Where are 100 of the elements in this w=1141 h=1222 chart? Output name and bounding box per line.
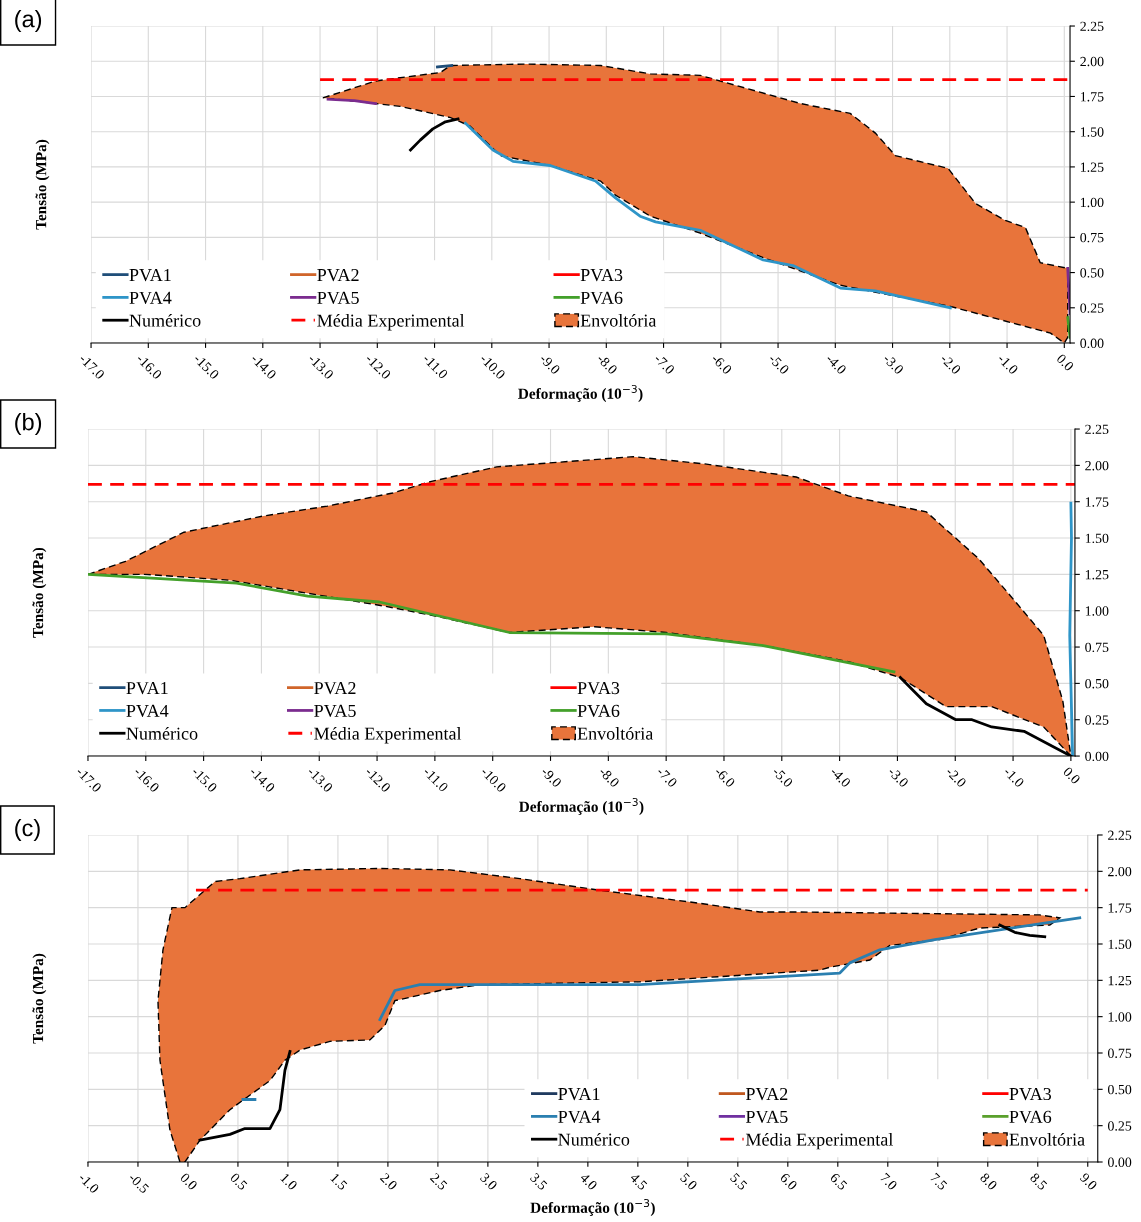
x-tick-label: -2.0 (945, 766, 967, 788)
x-tick-label: -9.0 (539, 353, 561, 375)
y-tick-label: 0.25 (1108, 1121, 1132, 1131)
x-tick-label: -15.0 (191, 766, 218, 793)
legend-label: PVA3 (1009, 1087, 1052, 1101)
x-tick-label: 4.0 (579, 1172, 598, 1191)
legend-label: PVA1 (558, 1087, 600, 1101)
y-tick-label: 1.00 (1108, 1012, 1132, 1022)
x-tick-label: -6.0 (714, 766, 736, 788)
y-tick-label: 1.50 (1085, 533, 1109, 544)
legend-label: PVA6 (577, 704, 620, 718)
x-tick-label: -3.0 (887, 766, 909, 788)
y-tick-label: 0.50 (1085, 678, 1109, 689)
x-tick-label: 1.5 (330, 1172, 348, 1191)
x-tick-label: 0.0 (1056, 353, 1075, 372)
legend-label: PVA5 (317, 291, 359, 304)
x-tick-label: 6.0 (779, 1172, 798, 1191)
x-tick-label: -11.0 (422, 766, 449, 793)
x-tick-label: -1.0 (997, 353, 1019, 375)
chart-title: (a) (15, 10, 42, 33)
x-axis-title: Deformação (10$^{−3}$) (518, 384, 643, 402)
y-axis-title: Tensão (MPa) (35, 139, 50, 230)
y-tick-label: 2.00 (1080, 56, 1104, 67)
x-tick-label: -8.0 (596, 353, 618, 375)
y-tick-label: 1.25 (1108, 975, 1132, 986)
x-tick-label: -5.0 (768, 353, 790, 375)
y-tick-label: 1.00 (1080, 197, 1104, 208)
x-tick-label: -7.0 (656, 766, 678, 788)
x-tick-label: -10.0 (480, 766, 507, 793)
legend-label: PVA2 (317, 268, 359, 282)
y-tick-label: 0.50 (1108, 1084, 1132, 1095)
y-tick-label: 2.25 (1085, 424, 1109, 435)
x-tick-label: 0.0 (1062, 766, 1081, 785)
x-tick-label: 5.5 (729, 1172, 748, 1191)
x-tick-label: 4.5 (629, 1172, 648, 1191)
legend-label: PVA2 (314, 682, 356, 695)
x-tick-label: -6.0 (710, 353, 733, 375)
chart-title: (b) (15, 413, 42, 436)
legend-label: PVA5 (745, 1110, 788, 1123)
legend-label: PVA2 (745, 1087, 788, 1101)
x-tick-label: 2.5 (429, 1172, 448, 1191)
legend-label: PVA4 (126, 704, 169, 718)
x-tick-label: 8.5 (1029, 1172, 1048, 1191)
x-tick-label: -11.0 (422, 353, 449, 380)
x-tick-label: -4.0 (825, 353, 847, 375)
y-tick-label: 1.50 (1108, 939, 1132, 950)
y-tick-label: 1.25 (1080, 162, 1104, 172)
legend-label: Numérico (126, 727, 198, 740)
x-tick-label: 6.5 (829, 1172, 848, 1191)
x-tick-label: -7.0 (653, 353, 676, 375)
x-tick-label: -1.0 (78, 1172, 100, 1194)
x-tick-label: 2.0 (379, 1172, 398, 1191)
x-tick-label: -12.0 (364, 353, 392, 380)
y-axis-title: Tensão (MPa) (32, 547, 47, 638)
legend-label: PVA3 (580, 268, 623, 282)
x-tick-label: 7.5 (929, 1172, 948, 1191)
y-tick-label: 2.25 (1108, 830, 1132, 841)
legend-label: PVA6 (1009, 1110, 1052, 1123)
y-tick-label: 0.75 (1085, 642, 1109, 653)
x-tick-label: -16.0 (133, 766, 160, 793)
legend-label: PVA6 (580, 291, 623, 304)
legend-label: PVA1 (126, 682, 168, 695)
x-tick-label: 3.5 (529, 1172, 548, 1191)
x-tick-label: -5.0 (771, 766, 794, 788)
y-tick-label: 0.00 (1108, 1157, 1132, 1168)
x-tick-label: 3.0 (479, 1172, 498, 1191)
y-tick-label: 0.25 (1080, 303, 1104, 313)
x-tick-label: 0.0 (179, 1172, 198, 1191)
x-tick-label: -13.0 (307, 353, 335, 380)
y-tick-label: 1.75 (1108, 903, 1132, 913)
legend-label: PVA3 (577, 682, 620, 695)
x-tick-label: 0.5 (229, 1172, 248, 1191)
y-tick-label: 0.25 (1085, 715, 1109, 725)
x-tick-label: 5.0 (679, 1172, 698, 1191)
legend-label: PVA4 (558, 1110, 601, 1123)
x-tick-label: 1.0 (280, 1172, 298, 1191)
y-tick-label: 2.25 (1080, 21, 1104, 32)
legend-label: Envoltória (580, 313, 657, 327)
y-tick-label: 0.75 (1080, 232, 1104, 243)
x-tick-label: -17.0 (78, 353, 106, 380)
x-tick-label: 8.0 (979, 1172, 998, 1191)
legend-label: Envoltória (577, 727, 654, 740)
chart-title: (c) (15, 818, 40, 841)
legend-label: PVA1 (129, 269, 171, 282)
y-tick-label: 2.00 (1085, 460, 1109, 471)
legend-label: Numérico (129, 313, 201, 327)
x-axis-title: Deformação (10$^{−3}$) (519, 797, 644, 815)
legend-label: Envoltória (1009, 1132, 1085, 1146)
x-tick-label: 9.0 (1079, 1172, 1098, 1191)
y-tick-label: 0.75 (1108, 1048, 1132, 1059)
y-tick-label: 1.75 (1085, 497, 1109, 507)
y-tick-label: 0.00 (1080, 338, 1104, 349)
x-tick-label: -2.0 (939, 353, 962, 375)
x-tick-label: -4.0 (829, 766, 852, 788)
x-tick-label: -3.0 (882, 353, 905, 375)
y-tick-label: 0.50 (1080, 268, 1104, 278)
x-tick-label: -1.0 (1003, 766, 1025, 788)
x-tick-label: -13.0 (306, 766, 334, 793)
legend-label: PVA4 (129, 291, 172, 304)
legend-label: PVA5 (314, 704, 356, 718)
